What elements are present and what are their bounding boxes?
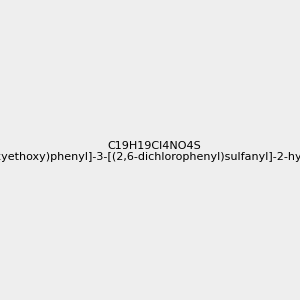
- Text: C19H19Cl4NO4S
N-[2,4-dichloro-5-(2-methoxyethoxy)phenyl]-3-[(2,6-dichlorophenyl): C19H19Cl4NO4S N-[2,4-dichloro-5-(2-metho…: [0, 141, 300, 162]
